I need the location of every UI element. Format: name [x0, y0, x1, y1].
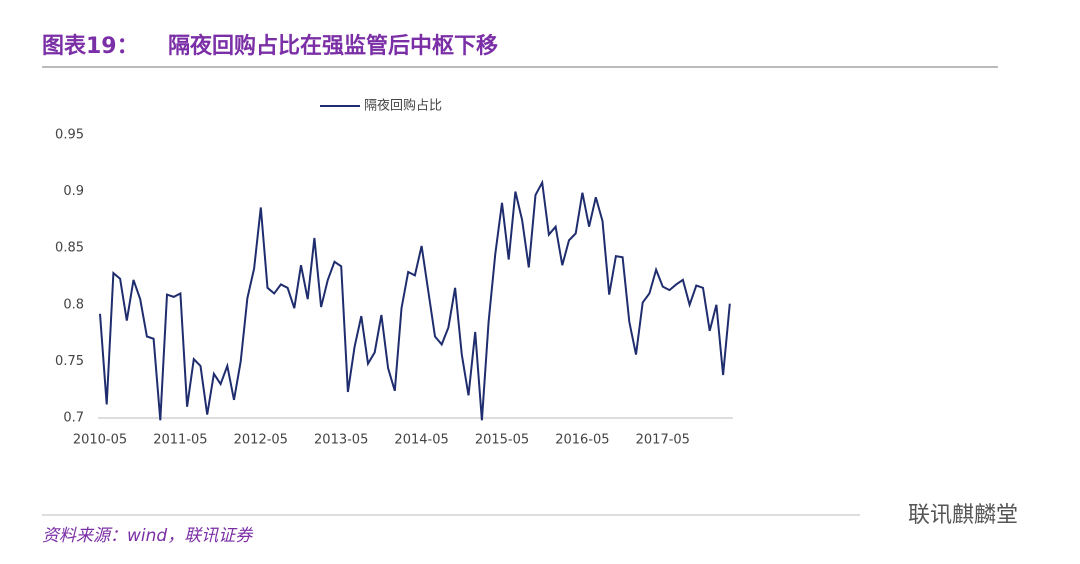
x-tick-label: 2011-05: [153, 433, 207, 448]
x-tick-label: 2015-05: [475, 433, 529, 448]
x-tick-label: 2013-05: [314, 433, 368, 448]
y-tick-label: 0.9: [63, 184, 84, 199]
y-tick-label: 0.75: [55, 354, 84, 369]
watermark: 联讯麒麟堂: [908, 503, 1018, 528]
y-tick-label: 0.95: [55, 128, 84, 143]
source: 资料来源：wind，联讯证券: [42, 526, 254, 546]
chart-title: 隔夜回购占比在强监管后中枢下移: [168, 33, 498, 59]
x-tick-label: 2012-05: [234, 433, 288, 448]
title-label: 图表19：: [42, 34, 139, 59]
x-tick-label: 2014-05: [394, 433, 448, 448]
y-tick-label: 0.85: [55, 241, 84, 256]
y-tick-label: 0.8: [63, 297, 84, 312]
x-tick-label: 2017-05: [636, 433, 690, 448]
line: [99, 179, 731, 421]
y-tick-label: 0.7: [63, 411, 84, 426]
x-tick-label: 2010-05: [73, 433, 127, 448]
legend-label: 隔夜回购占比: [364, 98, 442, 114]
x-tick-label: 2016-05: [555, 433, 609, 448]
